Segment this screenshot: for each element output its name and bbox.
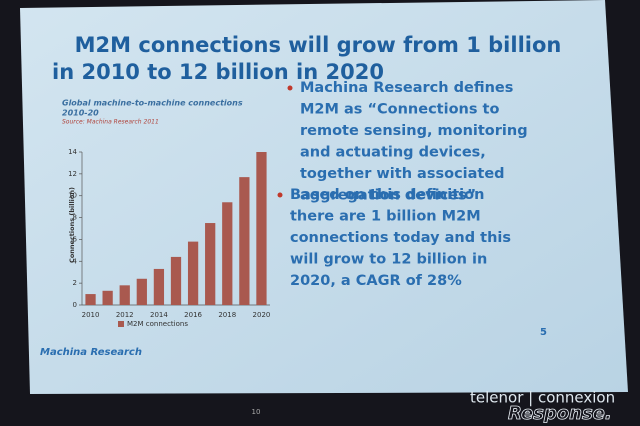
logo: telenor | connexion	[470, 389, 615, 407]
chart-source: Source: Machina Research 2011	[62, 119, 159, 126]
bullet-line: will grow to 12 billion in	[290, 252, 487, 268]
bullet-line: connections today and this	[290, 230, 511, 246]
x-tick-label: 2016	[184, 311, 202, 319]
x-tick-label: 2012	[116, 311, 134, 319]
bar	[170, 256, 182, 305]
x-tick-label: 2018	[218, 311, 236, 319]
bar	[153, 268, 165, 305]
watermark: Response.	[508, 403, 612, 424]
bar	[222, 202, 233, 305]
bar	[119, 285, 130, 305]
slide-number: 5	[540, 327, 547, 338]
screen-number: 10	[252, 408, 261, 416]
legend-swatch	[118, 321, 124, 327]
y-tick-label: 0	[73, 301, 77, 309]
bullet-line: and actuating devices,	[300, 145, 486, 161]
bar	[239, 177, 250, 305]
bar	[187, 241, 199, 305]
bullet-line: there are 1 billion M2M	[290, 209, 481, 225]
y-tick-label: 4	[73, 257, 78, 265]
bar	[85, 294, 96, 305]
bullet-line: together with associated	[300, 166, 505, 182]
y-tick-label: 6	[73, 235, 78, 243]
bullet-line: remote sensing, monitoring	[300, 123, 528, 139]
y-axis-label: Connections (billion)	[68, 187, 76, 263]
bullet-line: Machina Research defines	[300, 80, 513, 96]
bullet-line: aggregation devices”	[300, 188, 476, 204]
bullet-line: M2M as “Connections to	[300, 102, 499, 118]
y-tick-label: 8	[73, 214, 77, 222]
x-tick-label: 2014	[150, 311, 168, 319]
footer: Machina Research	[40, 347, 142, 358]
title-line: in 2010 to 12 billion in 2020	[52, 60, 384, 84]
bullet-line: Based on this definition	[290, 187, 484, 203]
y-tick-label: 2	[73, 279, 77, 287]
chart-title: Global machine-to-machine connections	[62, 99, 243, 108]
bullet-line: 2020, a CAGR of 28%	[290, 273, 462, 289]
x-tick-label: 2010	[82, 311, 100, 319]
y-tick-label: 12	[68, 170, 77, 178]
title-line: M2M connections will grow from 1 billion	[75, 33, 562, 57]
bar	[256, 152, 267, 305]
bar	[102, 290, 113, 305]
bullet-dot	[287, 85, 293, 91]
y-tick-label: 10	[68, 192, 77, 200]
bar	[205, 223, 216, 305]
bullet-dot	[277, 192, 283, 198]
legend-label: M2M connections	[127, 320, 188, 328]
bar	[136, 278, 147, 305]
chart-subtitle: 2010-20	[62, 109, 99, 118]
y-tick-label: 14	[68, 148, 77, 156]
x-tick-label: 2020	[253, 311, 271, 319]
